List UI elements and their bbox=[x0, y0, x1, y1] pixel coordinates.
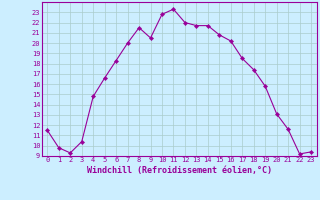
X-axis label: Windchill (Refroidissement éolien,°C): Windchill (Refroidissement éolien,°C) bbox=[87, 166, 272, 175]
